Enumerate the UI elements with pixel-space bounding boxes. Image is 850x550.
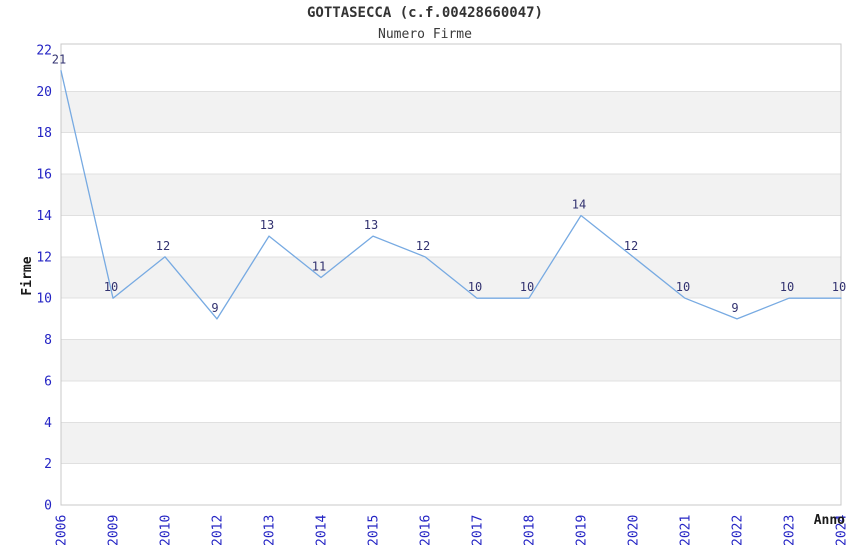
y-tick-label: 10 xyxy=(36,292,52,307)
x-tick-label: 2018 xyxy=(523,515,538,546)
x-tick-label: 2022 xyxy=(731,515,746,546)
x-tick-label: 2015 xyxy=(367,515,382,546)
chart-title: GOTTASECCA (c.f.00428660047) xyxy=(306,5,543,21)
x-tick-label: 2024 xyxy=(835,515,850,546)
data-point-label: 11 xyxy=(312,260,326,274)
grid-band xyxy=(61,339,841,381)
grid-band xyxy=(61,422,841,464)
x-axis-title: Anno xyxy=(814,513,845,528)
y-tick-label: 4 xyxy=(44,416,52,431)
x-tick-label: 2020 xyxy=(627,515,642,546)
data-series-line xyxy=(60,70,842,320)
data-point-label: 12 xyxy=(624,239,638,253)
y-axis-title: Firme xyxy=(20,256,35,295)
x-tick-label: 2016 xyxy=(419,515,434,546)
data-point-label: 13 xyxy=(364,218,378,232)
data-point-label: 10 xyxy=(832,280,846,294)
data-point-label: 10 xyxy=(676,280,690,294)
data-point-label: 13 xyxy=(260,218,274,232)
x-tick-label: 2017 xyxy=(471,515,486,546)
data-point-label: 9 xyxy=(731,301,738,315)
y-tick-label: 14 xyxy=(36,209,52,224)
x-tick-label: 2021 xyxy=(679,515,694,546)
y-tick-label: 2 xyxy=(44,457,52,472)
data-point-label: 10 xyxy=(468,280,482,294)
data-point-label: 14 xyxy=(572,198,586,212)
x-tick-label: 2009 xyxy=(107,515,122,546)
data-point-label: 12 xyxy=(156,239,170,253)
y-tick-label: 0 xyxy=(44,499,52,514)
x-tick-label: 2014 xyxy=(315,515,330,546)
x-tick-label: 2023 xyxy=(783,515,798,546)
data-point-label: 10 xyxy=(104,280,118,294)
y-tick-label: 8 xyxy=(44,333,52,348)
x-tick-label: 2010 xyxy=(159,515,174,546)
data-point-label: 9 xyxy=(211,301,218,315)
x-tick-label: 2012 xyxy=(211,515,226,546)
data-point-label: 12 xyxy=(416,239,430,253)
x-tick-label: 2013 xyxy=(263,515,278,546)
grid-band xyxy=(61,174,841,216)
x-tick-label: 2006 xyxy=(55,515,70,546)
y-tick-label: 12 xyxy=(36,250,52,265)
data-point-label: 10 xyxy=(520,280,534,294)
y-tick-label: 22 xyxy=(36,44,52,59)
y-tick-label: 16 xyxy=(36,168,52,183)
data-point-label: 10 xyxy=(780,280,794,294)
data-point-label: 21 xyxy=(52,53,66,67)
y-tick-label: 20 xyxy=(36,85,52,100)
y-tick-label: 6 xyxy=(44,374,52,389)
plot-border xyxy=(60,43,842,506)
grid-band xyxy=(61,91,841,133)
y-tick-label: 18 xyxy=(36,126,52,141)
x-tick-label: 2019 xyxy=(575,515,590,546)
chart-subtitle: Numero Firme xyxy=(378,27,472,42)
